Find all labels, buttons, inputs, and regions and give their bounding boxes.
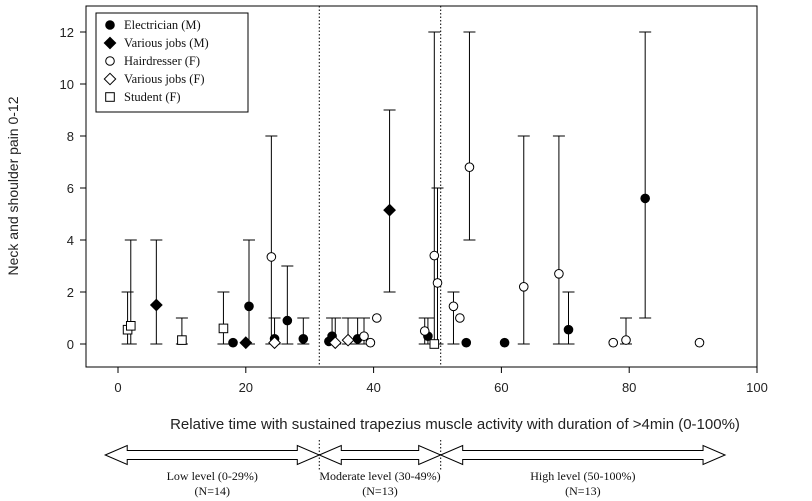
legend-marker (105, 20, 115, 30)
data-point (218, 323, 229, 334)
level-label: Moderate level (30-49%) (319, 469, 440, 483)
data-point (419, 326, 430, 336)
y-tick-label: 12 (60, 25, 74, 40)
data-point (448, 301, 459, 312)
legend-label: Electrician (M) (124, 18, 201, 32)
error-bar (431, 187, 444, 345)
data-point (694, 337, 705, 348)
data-point (266, 252, 277, 262)
plot-frame (85, 5, 758, 368)
x-axis-label: Relative time with sustained trapezius m… (170, 416, 740, 433)
data-point (239, 336, 253, 350)
data-point (268, 336, 281, 350)
y-tick-label: 0 (67, 337, 74, 352)
level-count: (N=13) (362, 484, 397, 498)
level-divider-lines (318, 6, 442, 367)
x-axis: 0 20 40 60 80 100 (114, 367, 768, 395)
data-point (554, 269, 564, 279)
y-tick-label: 2 (67, 285, 74, 300)
data-point (371, 313, 382, 323)
data-point (429, 250, 440, 261)
x-tick-label: 0 (114, 380, 121, 395)
data-point (455, 313, 465, 323)
level-arrow (318, 444, 442, 466)
data-point (563, 324, 574, 335)
error-bar (281, 265, 294, 345)
data-point (608, 337, 619, 348)
data-point (149, 298, 163, 312)
data-point (341, 333, 355, 347)
level-arrow (103, 444, 321, 466)
legend-marker (103, 72, 117, 86)
data-point (429, 339, 440, 349)
level-count: (N=14) (195, 484, 230, 498)
x-tick-label: 80 (622, 380, 636, 395)
x-tick-label: 100 (746, 380, 768, 395)
legend-label: Various jobs (F) (124, 72, 205, 86)
legend-marker (105, 92, 115, 102)
legend-label: Hairdresser (F) (124, 54, 200, 68)
data-point (244, 301, 254, 312)
error-bar (217, 291, 230, 345)
error-bar (383, 109, 396, 293)
level-label: High level (50-100%) (530, 469, 635, 483)
level-arrows: Low level (0-29%)(N=14) Moderate level (3… (103, 440, 727, 498)
legend-label: Various jobs (M) (124, 36, 209, 50)
legend-label: Student (F) (124, 90, 181, 104)
y-axis-label: Neck and shoulder pain 0-12 (5, 96, 21, 275)
data-point (359, 331, 369, 342)
y-tick-label: 8 (67, 129, 74, 144)
legend-box (95, 12, 249, 113)
error-bar (242, 239, 255, 345)
data-point (499, 337, 510, 348)
plot-area (85, 5, 758, 368)
data-point (328, 336, 342, 350)
data-point (432, 278, 443, 288)
data-point (125, 321, 136, 331)
level-label: Low level (0-29%) (167, 469, 258, 483)
data-point (282, 315, 293, 326)
error-bar (121, 291, 134, 345)
data-point (228, 337, 238, 348)
error-bar (517, 135, 530, 345)
level-arrow (439, 444, 727, 466)
legend-marker (105, 56, 115, 66)
data-point (461, 337, 472, 348)
level-count: (N=13) (565, 484, 600, 498)
data-point (621, 335, 631, 345)
legend-marker (103, 36, 117, 50)
x-tick-label: 20 (239, 380, 253, 395)
data-point (298, 334, 309, 344)
data-point (518, 282, 529, 292)
data-point (365, 337, 376, 348)
y-tick-label: 10 (60, 77, 74, 92)
y-axis: 0 2 4 6 8 10 12 (60, 25, 86, 352)
x-tick-label: 40 (366, 380, 380, 395)
y-tick-label: 4 (67, 233, 74, 248)
error-bar (552, 135, 565, 345)
error-bar (562, 291, 575, 345)
error-bar (150, 239, 163, 345)
data-point (383, 203, 396, 217)
legend: Electrician (M) Various jobs (M) Hairdress… (95, 12, 249, 113)
error-bar (639, 31, 652, 319)
error-bar (447, 291, 460, 345)
x-tick-label: 60 (494, 380, 508, 395)
error-bar (265, 135, 278, 345)
data-point (640, 193, 650, 204)
data-markers (122, 162, 705, 350)
data-point (177, 335, 187, 345)
data-point (464, 162, 475, 172)
y-tick-label: 6 (67, 181, 74, 196)
error-bar (463, 31, 476, 241)
